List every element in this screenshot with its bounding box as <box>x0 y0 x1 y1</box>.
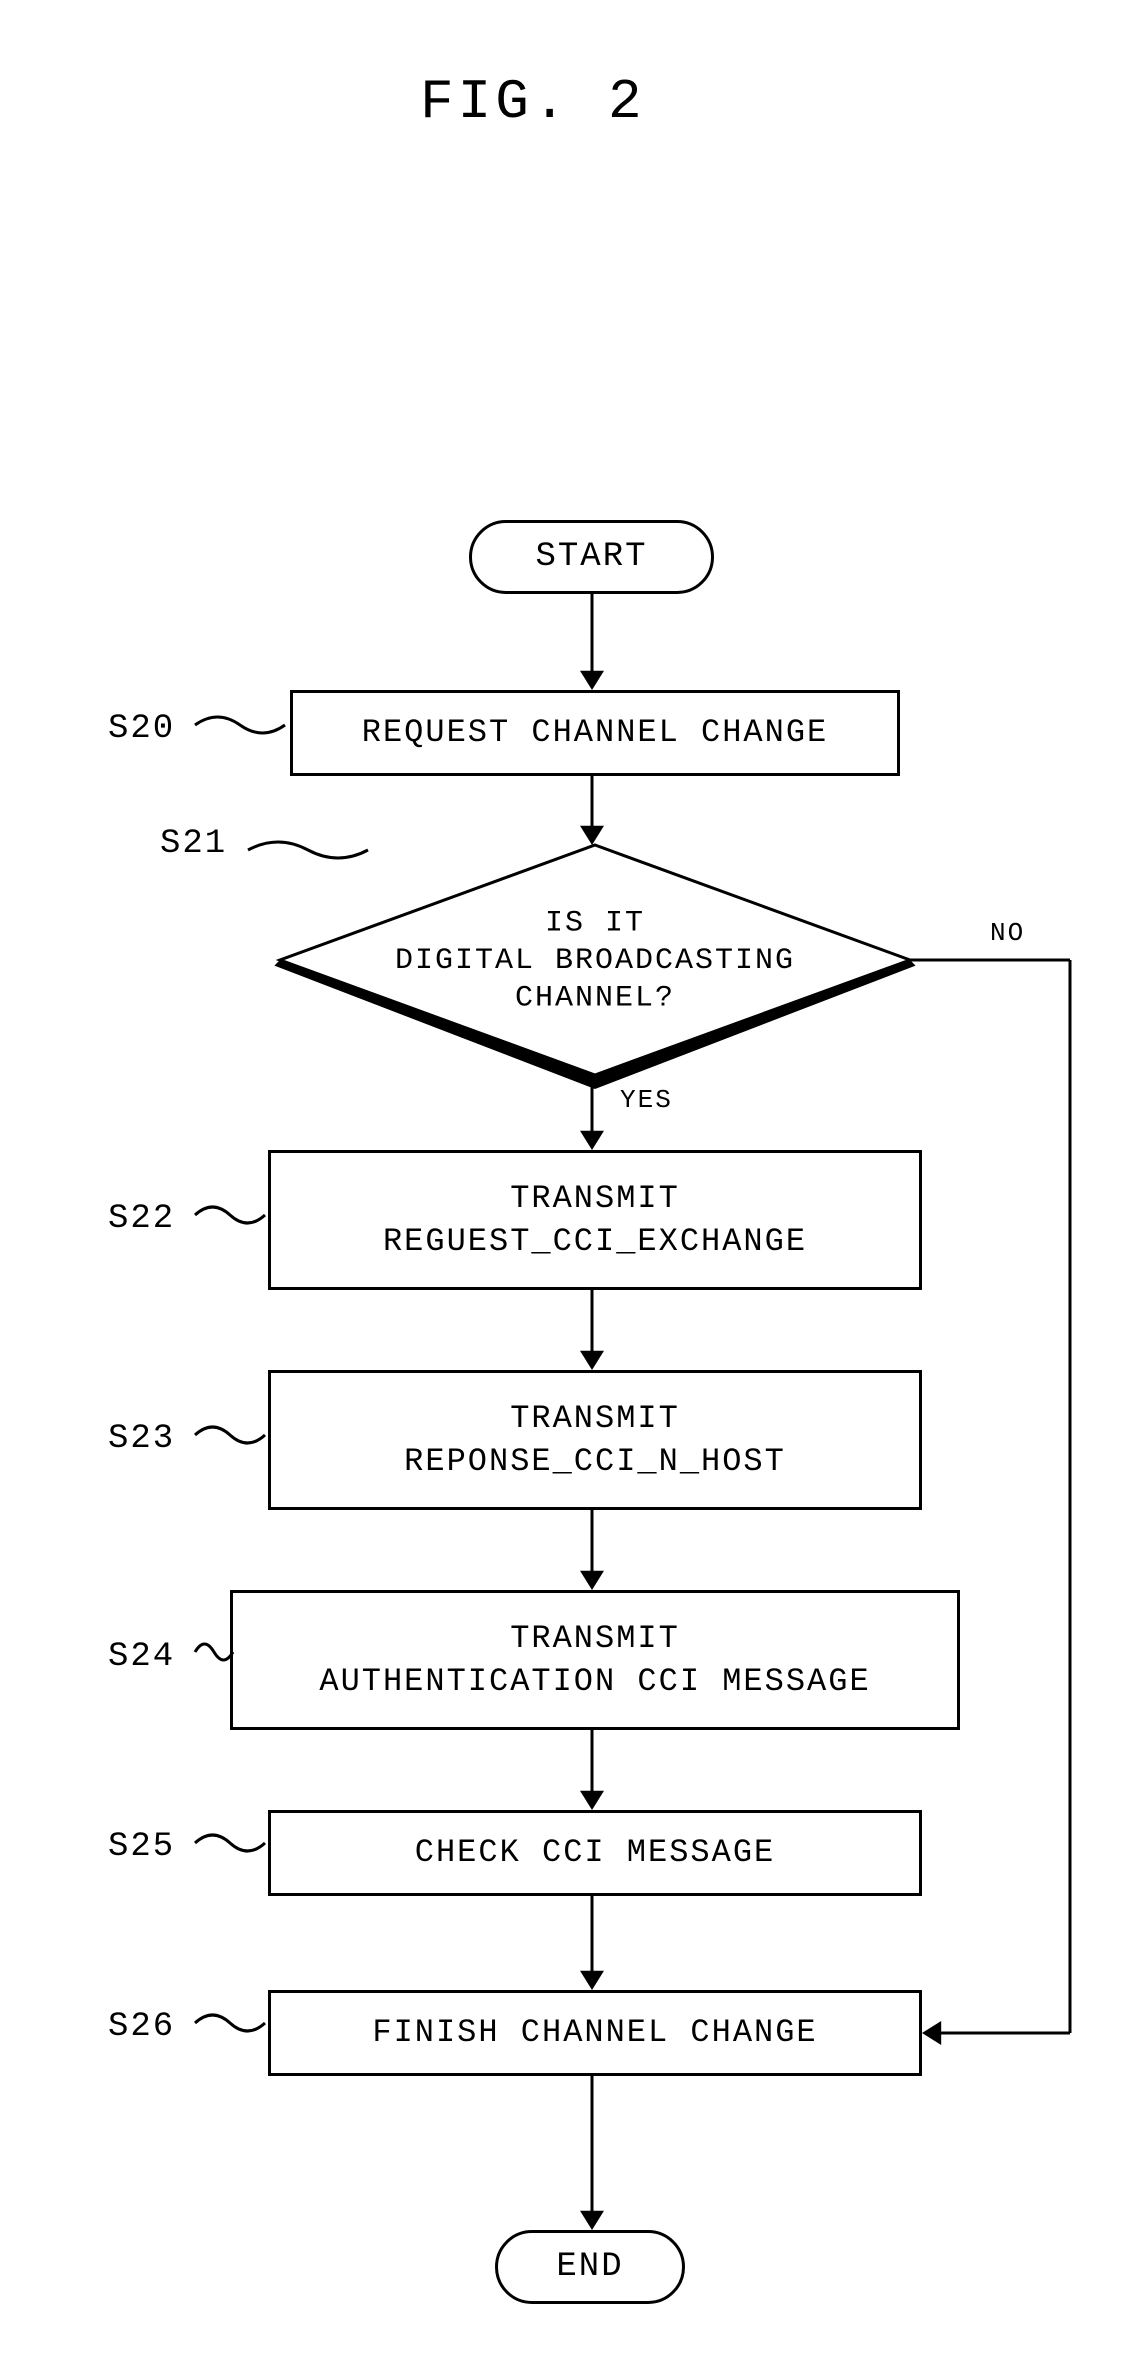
svg-text:CHANNEL?: CHANNEL? <box>515 981 675 1015</box>
terminal-end: END <box>495 2230 685 2304</box>
flowchart-page: FIG. 2 START END REQUEST CHANNEL CHANGE … <box>0 0 1145 2355</box>
process-s22: TRANSMIT REGUEST_CCI_EXCHANGE <box>268 1150 922 1290</box>
step-label-s21: S21 <box>160 825 227 863</box>
process-s26: FINISH CHANNEL CHANGE <box>268 1990 922 2076</box>
edge-label-yes: YES <box>620 1085 673 1115</box>
process-s20: REQUEST CHANNEL CHANGE <box>290 690 900 776</box>
svg-text:DIGITAL BROADCASTING: DIGITAL BROADCASTING <box>395 944 795 978</box>
step-label-s24: S24 <box>108 1638 175 1676</box>
process-s23: TRANSMIT REPONSE_CCI_N_HOST <box>268 1370 922 1510</box>
process-s24: TRANSMIT AUTHENTICATION CCI MESSAGE <box>230 1590 960 1730</box>
process-s23-label: TRANSMIT REPONSE_CCI_N_HOST <box>404 1397 786 1483</box>
svg-text:IS IT: IS IT <box>545 906 645 940</box>
process-s25-label: CHECK CCI MESSAGE <box>415 1831 775 1874</box>
step-label-s20: S20 <box>108 710 175 748</box>
step-label-s22: S22 <box>108 1200 175 1238</box>
figure-title: FIG. 2 <box>420 70 646 134</box>
process-s24-label: TRANSMIT AUTHENTICATION CCI MESSAGE <box>319 1617 870 1703</box>
edge-label-no: NO <box>990 918 1025 948</box>
terminal-end-label: END <box>556 2248 623 2286</box>
process-s25: CHECK CCI MESSAGE <box>268 1810 922 1896</box>
process-s22-label: TRANSMIT REGUEST_CCI_EXCHANGE <box>383 1177 807 1263</box>
terminal-start-label: START <box>535 538 647 576</box>
terminal-start: START <box>469 520 714 594</box>
step-label-s25: S25 <box>108 1828 175 1866</box>
process-s20-label: REQUEST CHANNEL CHANGE <box>362 711 828 754</box>
step-label-s23: S23 <box>108 1420 175 1458</box>
step-label-s26: S26 <box>108 2008 175 2046</box>
process-s26-label: FINISH CHANNEL CHANGE <box>372 2011 817 2054</box>
